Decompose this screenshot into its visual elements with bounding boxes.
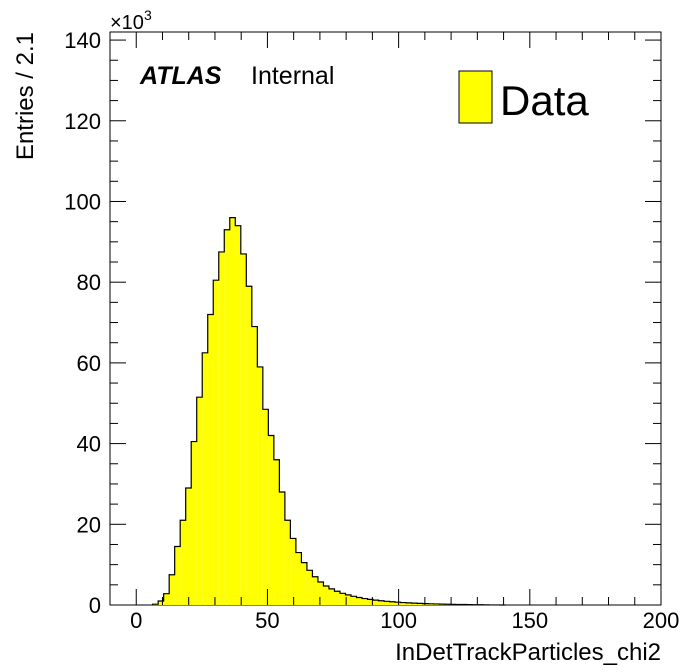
x-tick-label: 200: [643, 608, 680, 633]
histogram-bar: [218, 251, 225, 606]
y-axis-label: Entries / 2.1: [12, 32, 39, 160]
histogram-bar: [312, 576, 318, 605]
histogram-bar: [180, 520, 186, 605]
atlas-label: ATLAS: [139, 62, 222, 90]
histogram-bar: [334, 591, 340, 605]
histogram-bar: [185, 487, 192, 605]
x-tick-label: 100: [380, 608, 417, 633]
histogram-bar: [373, 600, 379, 605]
histogram-bar: [224, 229, 230, 606]
axis-ticks: [109, 32, 662, 606]
y-tick-labels: 0 20 40 60 80 100 120 140: [64, 28, 101, 618]
histogram-bar: [317, 581, 324, 605]
histogram-bar: [213, 280, 219, 605]
histogram-bar: [395, 602, 401, 605]
histogram-bar: [273, 459, 280, 605]
legend-swatch-data: [458, 70, 493, 124]
histogram-bar: [389, 601, 396, 605]
histogram-bar: [240, 253, 247, 605]
legend: Data: [458, 70, 589, 124]
legend-label-data: Data: [500, 77, 589, 124]
atlas-status-label: Internal: [251, 62, 334, 90]
histogram-bar: [345, 594, 351, 605]
histogram-bar: [257, 366, 263, 605]
histogram-bar: [235, 225, 241, 606]
histogram-bar: [350, 596, 357, 605]
histogram-bar: [301, 562, 307, 605]
histogram-bar: [251, 326, 258, 605]
y-tick-label: 140: [64, 28, 101, 53]
x-tick-label: 50: [255, 608, 279, 633]
histogram-bar: [367, 599, 374, 605]
histogram-bar: [306, 570, 313, 605]
y-tick-label: 100: [64, 189, 101, 214]
histogram-bar: [174, 546, 181, 605]
histogram-bar: [163, 593, 170, 605]
y-tick-label: 60: [77, 351, 101, 376]
x-tick-label: 0: [130, 608, 142, 633]
x-tick-label: 150: [511, 608, 548, 633]
histogram-bar: [406, 602, 412, 605]
histogram-bar: [268, 435, 274, 605]
histogram-bar: [246, 286, 252, 605]
y-axis-multiplier: ×103: [110, 7, 152, 34]
histogram-bar: [384, 601, 390, 605]
y-tick-label: 80: [77, 270, 101, 295]
histogram-bar: [295, 552, 302, 605]
histogram-bar: [428, 603, 434, 605]
histogram-bar: [229, 217, 236, 605]
x-axis-label: InDetTrackParticles_chi2: [395, 639, 661, 666]
y-tick-label: 40: [77, 432, 101, 457]
y-tick-label: 20: [77, 512, 101, 537]
histogram-bar: [339, 593, 346, 605]
histogram-bar: [323, 586, 329, 605]
y-tick-label: 0: [89, 593, 101, 618]
histogram-bar: [169, 574, 175, 605]
histogram-bar: [290, 538, 296, 605]
y-tick-label: 120: [64, 109, 101, 134]
histogram-bar: [422, 603, 429, 605]
histogram-bar: [362, 598, 368, 605]
histogram-bar: [378, 600, 385, 605]
histogram-bar: [262, 409, 269, 605]
histogram-bar: [279, 492, 285, 605]
histogram-bar: [356, 597, 363, 605]
x-tick-labels: 0 50 100 150 200: [130, 608, 679, 633]
histogram-bar: [400, 602, 407, 605]
histogram-bar: [196, 397, 203, 605]
histogram-outline: [152, 217, 506, 606]
histogram-bar: [284, 520, 291, 605]
histogram-bar: [207, 314, 214, 605]
histogram-bar: [411, 603, 418, 605]
histogram-bar: [191, 441, 197, 605]
histogram-bars: [152, 217, 506, 606]
histogram-bar: [158, 600, 164, 605]
histogram-bar: [202, 352, 208, 605]
histogram-bar: [417, 603, 423, 605]
histogram-bar: [328, 588, 335, 605]
